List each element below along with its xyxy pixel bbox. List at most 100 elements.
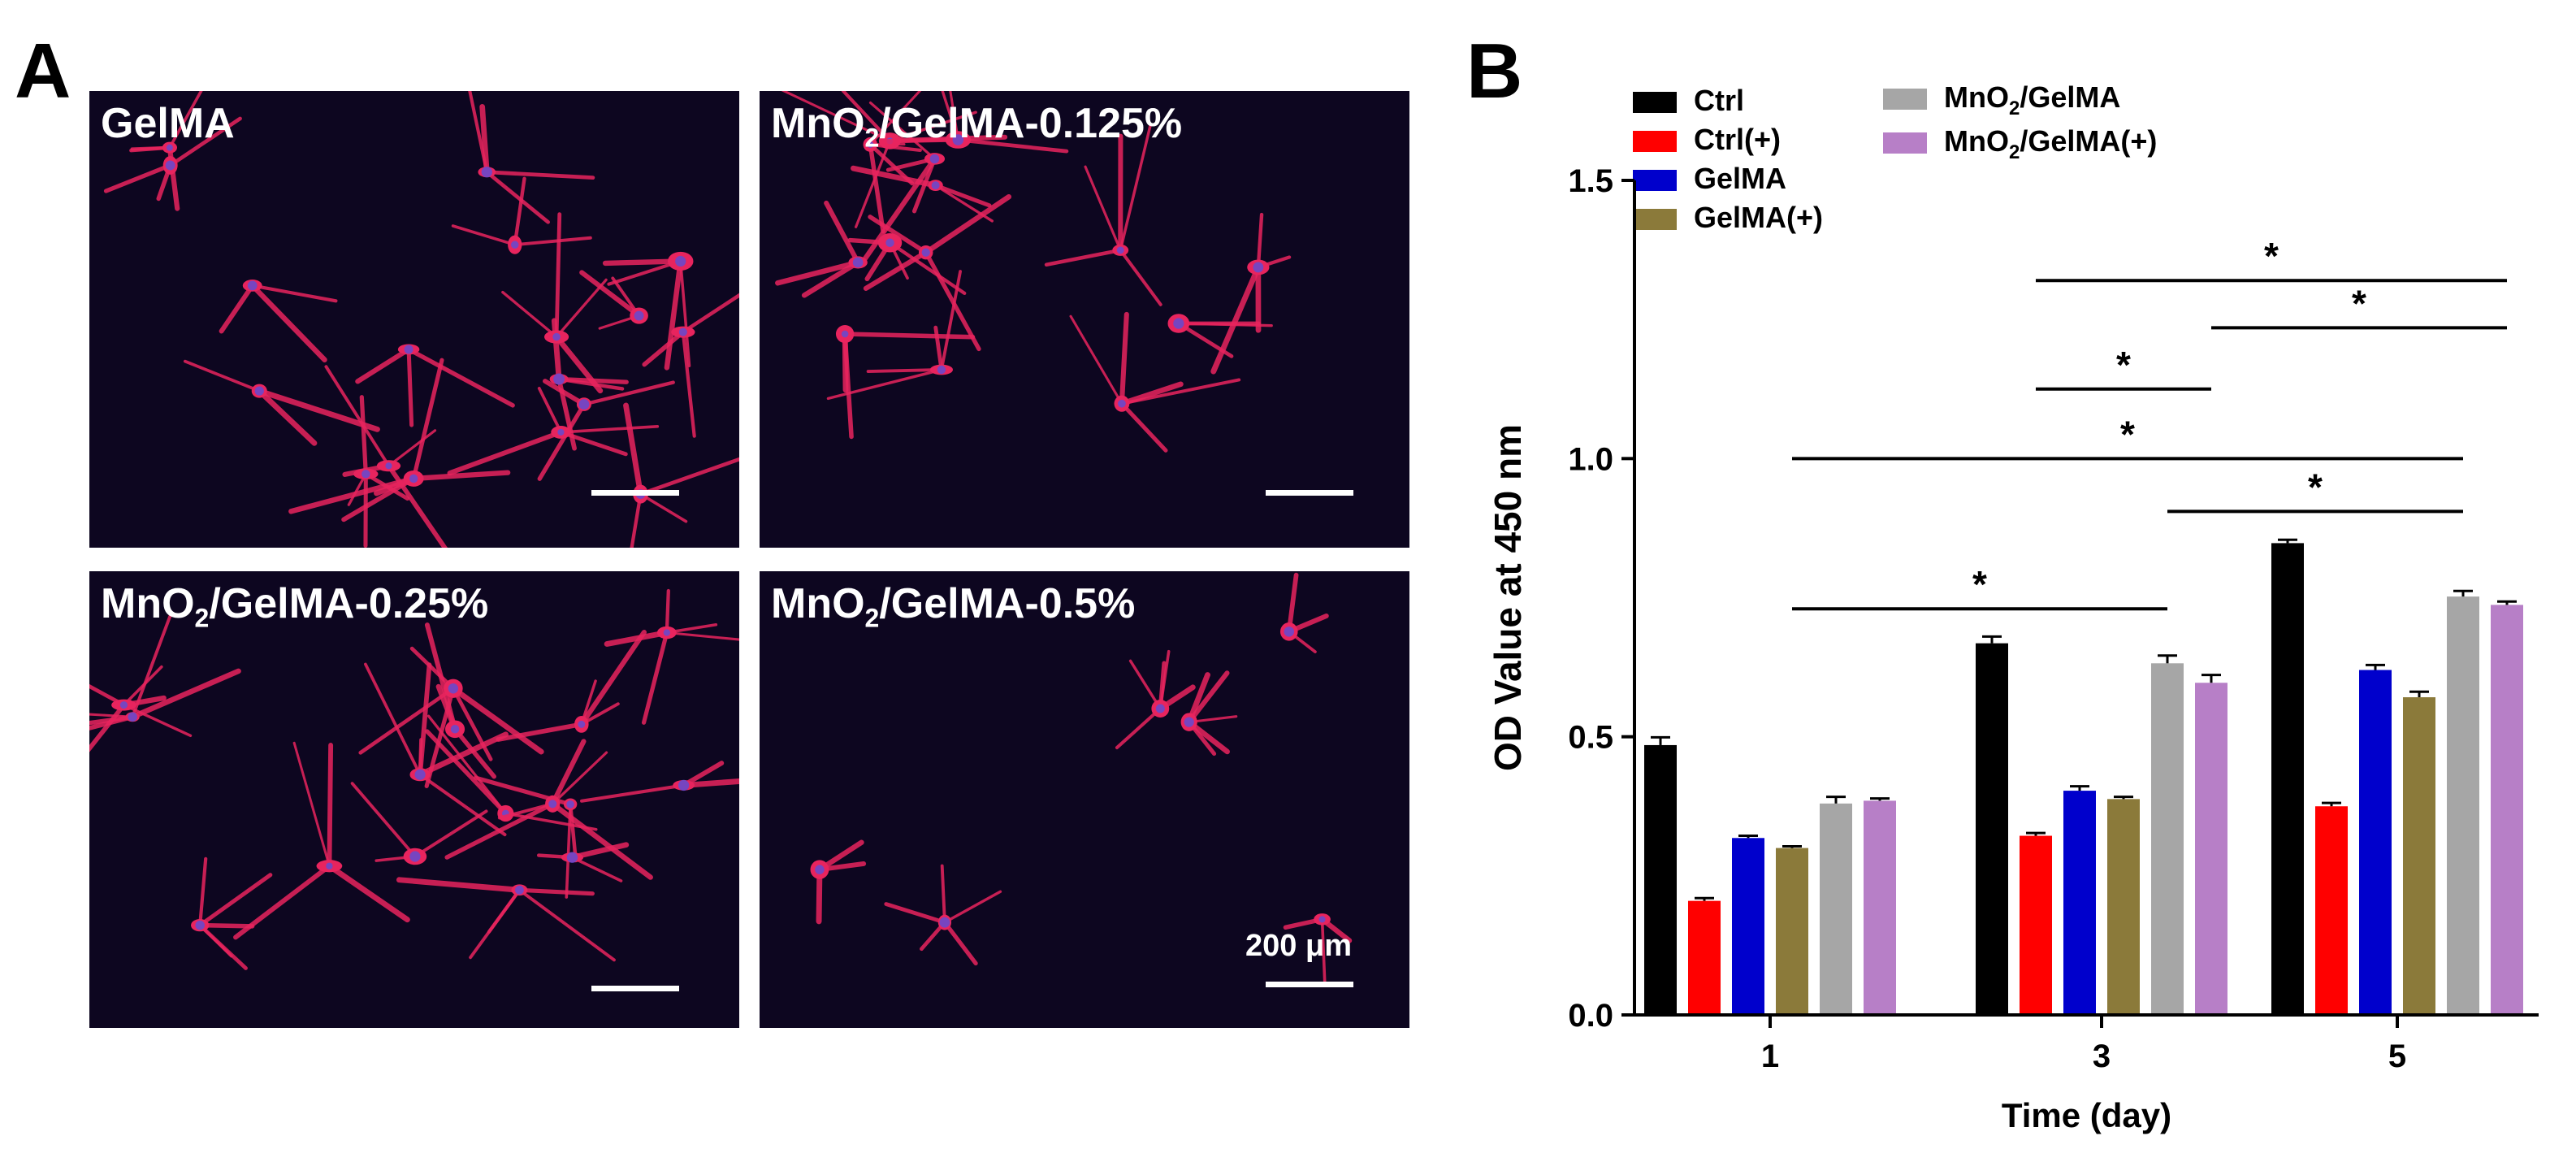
cell-process — [292, 741, 331, 868]
cell-process — [639, 457, 739, 496]
cell-nucleus — [1173, 318, 1184, 329]
cell-process — [418, 773, 507, 837]
micrograph-gelma: GelMA — [89, 91, 739, 548]
legend: Ctrl Ctrl(+) GelMA GelMA(+) MnO2/GelMA MnO2/G… — [1633, 80, 2157, 234]
micrograph-caption: MnO2/GelMA-0.125% — [771, 100, 1183, 153]
legend-label: GelMA(+) — [1694, 201, 1823, 234]
y-axis-label: OD Value at 450 nm — [1487, 424, 1529, 771]
cell-nucleus — [939, 917, 950, 928]
cell-nucleus — [885, 238, 894, 247]
cell-process — [350, 782, 417, 858]
cell-process — [219, 283, 255, 334]
cell-process — [396, 877, 522, 893]
cell-nucleus — [578, 720, 586, 728]
cell-process — [183, 359, 262, 392]
significance-brackets: * * * * * * — [1792, 235, 2507, 611]
cell-process — [923, 193, 1012, 255]
cell-process — [775, 259, 861, 286]
cell-process — [1320, 917, 1327, 984]
bar — [2315, 806, 2348, 1015]
cell-process — [387, 429, 437, 467]
legend-swatch — [1883, 132, 1927, 154]
cell-process — [249, 283, 327, 362]
cell-process — [943, 890, 1002, 924]
cell-nucleus — [362, 470, 370, 479]
cell-process — [444, 801, 555, 860]
cell-process — [256, 388, 380, 432]
cell-process — [1044, 248, 1123, 267]
cell-nucleus — [852, 257, 864, 268]
cell-nucleus — [195, 920, 205, 930]
cell-process — [842, 332, 976, 340]
legend-label: MnO2/GelMA — [1944, 80, 2120, 119]
significance-star: * — [2116, 344, 2131, 386]
x-tick-label: 3 — [2093, 1038, 2111, 1074]
y-tick-label: 0.0 — [1568, 998, 1613, 1034]
cell-nucleus — [166, 144, 173, 151]
cell-process — [884, 902, 947, 925]
cell-process — [543, 379, 587, 407]
cell-process — [553, 334, 604, 394]
cell-process — [168, 91, 203, 150]
bar — [2403, 697, 2435, 1015]
cell-process — [582, 380, 675, 406]
cell-process — [842, 332, 854, 440]
cell-nucleus — [128, 712, 137, 722]
cell-process — [868, 142, 915, 186]
cell-process — [324, 365, 391, 468]
cell-process — [1286, 572, 1299, 635]
cell-process — [681, 293, 739, 334]
cell-nucleus — [247, 280, 258, 291]
cell-nucleus — [409, 474, 418, 483]
cell-process — [955, 137, 1069, 154]
cell-process — [131, 614, 172, 719]
x-tick-label: 5 — [2388, 1038, 2406, 1074]
cell-image — [89, 588, 739, 970]
cell-nucleus — [557, 428, 565, 436]
cell-nucleus — [815, 865, 825, 874]
cell-process — [555, 278, 608, 339]
cell-process — [451, 224, 517, 246]
cell-process — [868, 215, 929, 255]
cell-process — [580, 783, 686, 803]
cell-process — [1119, 378, 1241, 405]
cell-process — [623, 402, 643, 497]
cell-process — [129, 668, 241, 720]
cell-nucleus — [663, 629, 670, 636]
cell-nucleus — [165, 160, 175, 171]
cell-process — [326, 863, 410, 923]
bars — [1644, 538, 2523, 1015]
panel-a-label: A — [15, 28, 71, 115]
cell-process — [801, 259, 861, 298]
cell-process — [452, 726, 496, 779]
cell-process — [484, 170, 551, 224]
cell-nucleus — [448, 683, 459, 694]
cell-process — [89, 702, 127, 752]
significance-star: * — [2352, 282, 2366, 324]
cell-process — [1069, 314, 1123, 405]
micrograph-mno2-025: MnO2/GelMA-0.25% — [89, 571, 739, 1028]
cell-nucleus — [385, 462, 392, 470]
legend-swatch — [1883, 89, 1927, 110]
cell-nucleus — [511, 241, 519, 249]
cell-process — [579, 270, 642, 319]
cell-process — [781, 91, 891, 142]
cell-process — [355, 346, 412, 384]
cell-process — [513, 176, 526, 247]
cell-process — [1128, 659, 1162, 710]
cell-process — [364, 662, 422, 777]
bar — [2020, 835, 2052, 1015]
cell-process — [570, 856, 623, 882]
cell-process — [198, 923, 233, 958]
cell-process — [940, 864, 946, 925]
bar — [2107, 799, 2140, 1015]
cell-nucleus — [515, 885, 524, 895]
cell-process — [639, 492, 688, 523]
cell-nucleus — [867, 141, 874, 148]
bar — [2271, 543, 2304, 1015]
bar — [1864, 800, 1896, 1015]
cell-process — [1084, 165, 1122, 252]
cell-nucleus — [1184, 717, 1194, 727]
cell-process — [447, 429, 564, 476]
bar — [1688, 900, 1721, 1015]
